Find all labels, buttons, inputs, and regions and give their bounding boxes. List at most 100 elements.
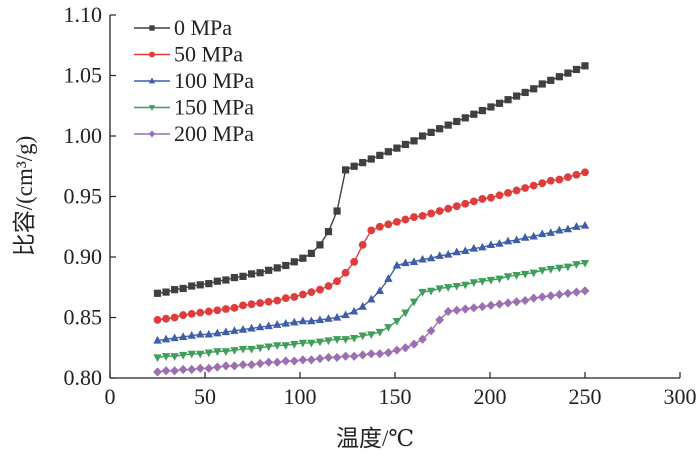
data-point	[555, 225, 564, 234]
data-point	[393, 218, 401, 226]
data-point	[264, 357, 274, 367]
data-point	[247, 300, 256, 309]
data-point	[196, 281, 204, 289]
data-point	[580, 286, 590, 296]
data-point	[162, 288, 170, 296]
data-point	[281, 318, 290, 327]
data-point	[520, 270, 530, 279]
data-point	[298, 290, 307, 299]
x-tick-label: 50	[194, 384, 216, 409]
data-point	[290, 341, 299, 349]
legend-item: 150 MPa	[134, 95, 254, 120]
data-point	[178, 364, 188, 375]
data-point	[487, 193, 495, 202]
data-point	[401, 343, 410, 353]
data-point	[375, 286, 384, 294]
data-point	[204, 307, 213, 316]
data-point	[435, 251, 444, 259]
data-point	[563, 224, 573, 233]
data-point	[324, 282, 333, 290]
data-point	[375, 222, 384, 231]
data-point	[332, 336, 342, 344]
data-point	[418, 288, 427, 297]
x-axis-title: 温度/℃	[336, 426, 414, 451]
data-point	[572, 222, 581, 230]
data-point	[504, 188, 512, 197]
data-point	[538, 179, 547, 188]
data-point	[187, 364, 197, 375]
data-point	[290, 258, 298, 266]
data-point	[452, 202, 461, 211]
data-point	[204, 363, 214, 373]
data-point	[272, 357, 282, 367]
data-point	[478, 278, 487, 286]
data-point	[367, 226, 376, 235]
data-point	[547, 76, 555, 84]
data-point	[350, 162, 358, 170]
data-point	[435, 315, 445, 325]
data-point	[392, 260, 402, 269]
data-point	[426, 326, 436, 336]
data-point	[418, 334, 427, 344]
data-point	[171, 286, 179, 294]
data-point	[469, 243, 479, 252]
data-point	[375, 328, 384, 337]
data-point	[187, 350, 196, 359]
data-point	[436, 125, 444, 133]
data-point	[238, 325, 248, 333]
data-point	[359, 159, 367, 167]
data-point	[520, 295, 530, 306]
data-point	[581, 168, 589, 177]
data-point	[299, 254, 307, 262]
data-point	[273, 264, 281, 272]
data-point	[435, 207, 444, 215]
data-point	[366, 349, 376, 359]
data-point	[503, 298, 513, 308]
data-point	[375, 349, 385, 359]
data-point	[333, 277, 341, 286]
x-tick-label: 150	[379, 384, 412, 409]
data-point	[469, 197, 478, 206]
data-point	[427, 128, 435, 136]
data-point	[461, 199, 470, 208]
data-point	[247, 323, 256, 332]
data-point	[187, 309, 196, 318]
x-tick-label: 250	[569, 384, 602, 409]
data-point	[478, 242, 487, 251]
data-point	[426, 253, 436, 262]
data-point	[333, 207, 341, 215]
data-point	[255, 344, 265, 353]
data-point	[392, 345, 402, 355]
data-point	[426, 287, 436, 296]
data-point	[170, 353, 179, 361]
data-point	[461, 281, 470, 290]
data-point	[367, 294, 376, 303]
data-point	[212, 362, 222, 372]
data-point	[572, 261, 581, 269]
data-point	[247, 345, 256, 354]
data-point	[256, 299, 264, 307]
data-point	[239, 272, 247, 280]
data-point	[529, 181, 538, 190]
y-tick-label: 0.80	[64, 365, 103, 390]
data-point	[383, 347, 393, 358]
data-point	[341, 268, 350, 277]
data-point	[213, 277, 221, 285]
data-point	[564, 69, 572, 77]
data-point	[324, 337, 333, 346]
data-point	[298, 316, 308, 325]
data-point	[161, 353, 171, 361]
data-point	[512, 235, 521, 244]
data-point	[393, 144, 401, 152]
data-point	[367, 331, 376, 340]
data-point	[282, 261, 290, 270]
data-point	[255, 322, 265, 331]
data-point	[564, 173, 572, 182]
data-point	[495, 275, 504, 284]
data-point	[478, 302, 487, 312]
legend-label: 0 MPa	[174, 15, 232, 40]
x-tick-label: 100	[284, 384, 317, 409]
data-point	[572, 170, 581, 179]
data-point	[281, 342, 290, 350]
data-point	[273, 296, 282, 305]
